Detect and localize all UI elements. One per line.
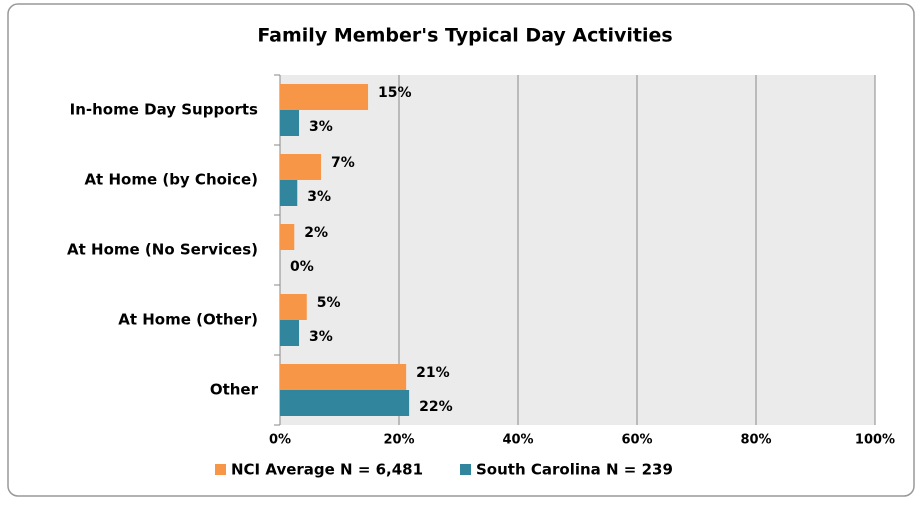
data-label: 3% (307, 189, 331, 205)
bar (280, 320, 300, 346)
y-tick-label: At Home (No Services) (67, 241, 258, 259)
data-label: 2% (304, 225, 328, 241)
bar (280, 84, 369, 110)
data-label: 5% (317, 295, 341, 311)
x-tick-label: 0% (269, 433, 291, 448)
legend-label: NCI Average N = 6,481 (231, 461, 423, 479)
y-tick-label: At Home (Other) (118, 311, 258, 329)
chart-title: Family Member's Typical Day Activities (257, 25, 672, 47)
bar (280, 224, 295, 250)
bar (280, 110, 300, 136)
data-label: 0% (290, 259, 314, 275)
data-label: 3% (309, 119, 333, 135)
data-label: 7% (331, 155, 355, 171)
x-tick-label: 80% (740, 433, 771, 448)
x-tick-label: 60% (621, 433, 652, 448)
data-label: 15% (378, 85, 412, 101)
bar (280, 364, 407, 390)
bar (280, 180, 298, 206)
x-tick-label: 20% (383, 433, 414, 448)
legend-swatch (460, 464, 471, 475)
bar (280, 294, 307, 320)
bar (280, 154, 322, 180)
y-tick-label: In-home Day Supports (70, 101, 258, 119)
legend-label: South Carolina N = 239 (476, 461, 673, 479)
y-tick-label: Other (210, 381, 259, 399)
x-tick-label: 100% (855, 433, 895, 448)
data-label: 3% (309, 329, 333, 345)
data-label: 22% (419, 399, 453, 415)
data-label: 21% (416, 365, 450, 381)
bar (280, 390, 410, 416)
legend-swatch (215, 464, 226, 475)
x-tick-label: 40% (502, 433, 533, 448)
y-tick-label: At Home (by Choice) (84, 171, 258, 189)
